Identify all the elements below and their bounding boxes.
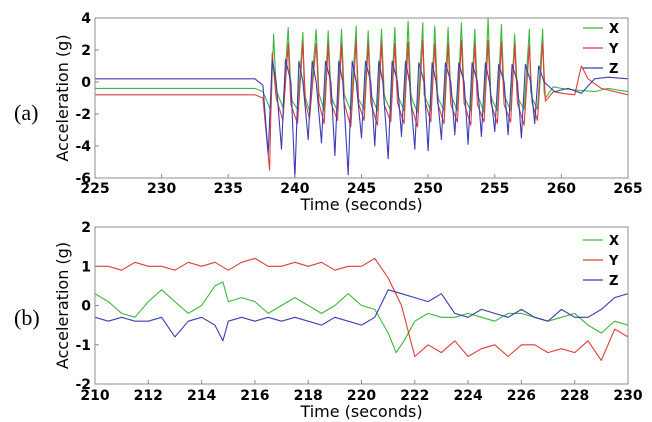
- y-tick-label: -6: [75, 171, 91, 187]
- y-tick-label: 2: [81, 220, 91, 236]
- legend-label-x: X: [609, 22, 619, 37]
- x-tick-label: 255: [480, 181, 509, 197]
- x-tick-label: 220: [347, 388, 376, 404]
- x-tick-label: 224: [453, 388, 482, 404]
- series-line-z: [95, 289, 628, 342]
- legend-label-y: Y: [608, 42, 619, 57]
- series-line-x: [95, 281, 628, 354]
- series-line-y: [95, 257, 628, 361]
- legend: XYZ: [583, 22, 619, 77]
- x-tick-label: 250: [414, 181, 443, 197]
- legend-label-y: Y: [608, 254, 619, 269]
- x-tick-label: 210: [80, 388, 109, 404]
- y-tick-label: -2: [75, 107, 91, 123]
- x-tick-label: 226: [507, 388, 536, 404]
- chart-panel-0: (a) 225 230 235 240 245 250 255 260 265 4 2 0 -2 -4 -6 T…: [14, 11, 643, 214]
- chart-panel-1: (b)210 212 214 216 218 220 222 224 226 228 230210-…: [14, 220, 643, 421]
- x-tick-label: 222: [400, 388, 429, 404]
- x-tick-label: 216: [240, 388, 269, 404]
- y-tick-label: 2: [81, 43, 91, 59]
- y-axis-title: Acceleration (g): [53, 242, 72, 369]
- x-axis-title: Time (seconds): [299, 402, 422, 421]
- y-tick-label: 1: [81, 259, 91, 275]
- y-axis-title: Acceleration (g): [53, 34, 72, 161]
- y-tick-label: -1: [75, 338, 91, 354]
- y-tick-label: 0: [81, 75, 91, 91]
- x-tick-label: 212: [134, 388, 163, 404]
- x-tick-label: 240: [280, 181, 309, 197]
- legend-label-z: Z: [609, 62, 618, 77]
- x-tick-label: 245: [347, 181, 376, 197]
- x-tick-label: 228: [560, 388, 589, 404]
- legend: XYZ: [583, 234, 619, 289]
- y-tick-label: 4: [81, 11, 91, 27]
- x-tick-label: 230: [147, 181, 176, 197]
- panel-label: (b): [14, 305, 40, 330]
- x-tick-label: 214: [187, 388, 216, 404]
- x-tick-label: 235: [214, 181, 243, 197]
- y-tick-label: 0: [81, 299, 91, 315]
- y-tick-label: -4: [75, 139, 91, 155]
- x-tick-label: 225: [80, 181, 109, 197]
- legend-label-z: Z: [609, 274, 618, 289]
- x-tick-label: 265: [613, 181, 642, 197]
- panel-label: (a): [14, 100, 38, 125]
- y-tick-label: -2: [75, 377, 91, 393]
- legend-label-x: X: [609, 234, 619, 249]
- series-line-z: [95, 59, 628, 178]
- x-tick-label: 230: [613, 388, 642, 404]
- x-axis-title: Time (seconds): [299, 195, 422, 214]
- x-tick-label: 218: [294, 388, 323, 404]
- x-tick-label: 260: [547, 181, 576, 197]
